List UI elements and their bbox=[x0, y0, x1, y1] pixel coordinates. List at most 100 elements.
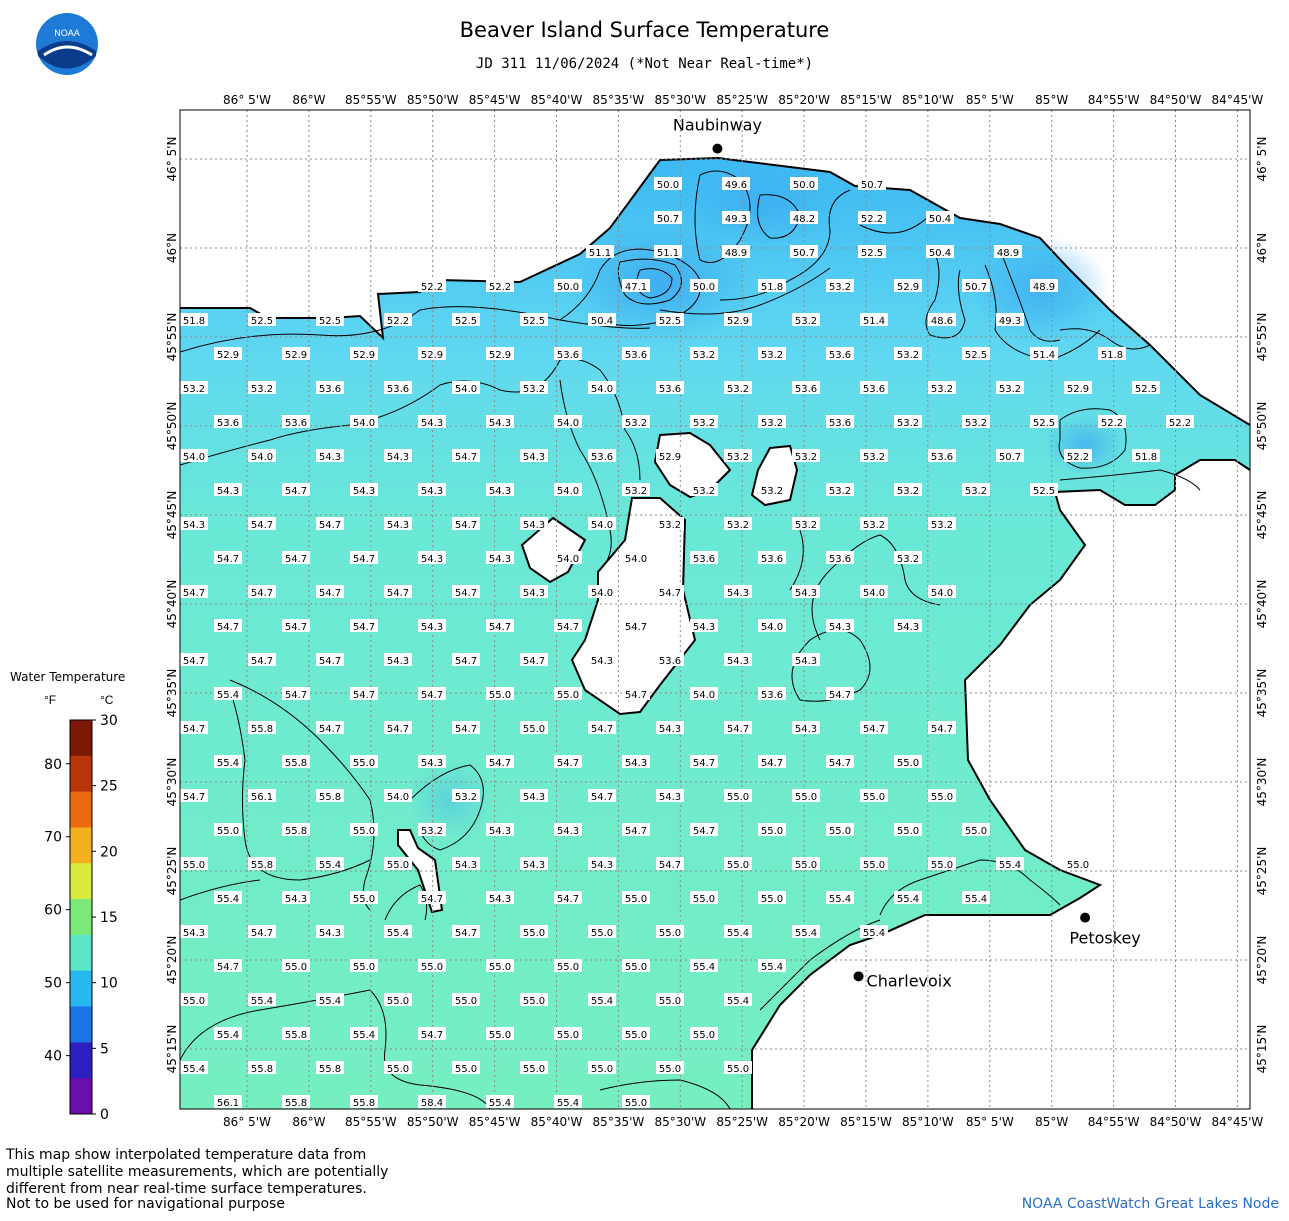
temp-label-bg bbox=[1132, 449, 1160, 462]
lat-tick-label-left: 45°45'N bbox=[165, 491, 179, 540]
temp-label: 54.7 bbox=[285, 622, 307, 633]
temp-label: 55.0 bbox=[523, 996, 545, 1007]
lon-tick-label-bottom: 85°10'W bbox=[902, 1115, 954, 1129]
temp-label: 55.4 bbox=[217, 1030, 239, 1041]
temp-label-bg bbox=[962, 823, 990, 836]
temp-label: 50.0 bbox=[793, 180, 815, 191]
lon-tick-label-bottom: 85°25'W bbox=[716, 1115, 768, 1129]
temp-label: 55.0 bbox=[625, 1098, 647, 1109]
colorbar-label-c: 30 bbox=[100, 713, 118, 729]
temp-label: 54.7 bbox=[217, 554, 239, 565]
temp-label: 54.0 bbox=[387, 792, 409, 803]
colorbar-label-c: 0 bbox=[100, 1107, 109, 1123]
temp-label: 54.3 bbox=[591, 860, 613, 871]
temp-label-bg bbox=[588, 381, 616, 394]
temp-label-bg bbox=[994, 245, 1022, 258]
temp-label-bg bbox=[894, 347, 922, 360]
temp-label: 53.2 bbox=[625, 486, 647, 497]
temp-label: 55.4 bbox=[727, 928, 749, 939]
temp-label: 51.8 bbox=[761, 282, 783, 293]
lat-tick-label-left: 46°N bbox=[165, 233, 179, 263]
temp-label: 49.3 bbox=[725, 214, 747, 225]
temp-label-bg bbox=[384, 381, 412, 394]
temp-label-bg bbox=[554, 347, 582, 360]
temp-label-bg bbox=[622, 959, 650, 972]
temp-label-bg bbox=[928, 721, 956, 734]
credit-link[interactable]: NOAA CoastWatch Great Lakes Node bbox=[1021, 1196, 1279, 1212]
temp-label-bg bbox=[758, 823, 786, 836]
temperature-labels: 50.0 49.6 50.0 50.7 50.7 49.3 48.2 52.2 50.4 51.1… bbox=[180, 177, 1194, 1109]
lon-tick-label-top: 85°W bbox=[1035, 93, 1068, 107]
temp-label-bg bbox=[486, 959, 514, 972]
temp-label-bg bbox=[792, 449, 820, 462]
colorbar-label-c: 25 bbox=[100, 779, 118, 795]
temp-label: 54.7 bbox=[353, 622, 375, 633]
temp-label-bg bbox=[418, 1095, 446, 1108]
temp-label: 53.2 bbox=[931, 520, 953, 531]
lon-tick-label-top: 85°10'W bbox=[902, 93, 954, 107]
colorbar-label-f: 70 bbox=[44, 830, 62, 846]
lat-tick-label-left: 45°55'N bbox=[165, 313, 179, 362]
temp-label: 55.4 bbox=[829, 894, 851, 905]
temp-label-bg bbox=[214, 483, 242, 496]
temp-label-bg bbox=[520, 721, 548, 734]
temp-label-bg bbox=[724, 857, 752, 870]
temp-label-bg bbox=[724, 1061, 752, 1074]
temp-label: 54.7 bbox=[319, 656, 341, 667]
lon-tick-label-bottom: 85°55'W bbox=[345, 1115, 397, 1129]
temp-label-bg bbox=[724, 449, 752, 462]
temp-label-bg bbox=[554, 755, 582, 768]
temp-label-bg bbox=[654, 177, 682, 190]
temp-label: 53.6 bbox=[217, 418, 239, 429]
temp-label: 54.7 bbox=[659, 588, 681, 599]
temp-label-bg bbox=[894, 551, 922, 564]
temp-label: 54.0 bbox=[591, 384, 613, 395]
temp-label: 55.0 bbox=[387, 860, 409, 871]
lon-tick-label-bottom: 85°45'W bbox=[469, 1115, 521, 1129]
temp-label-bg bbox=[384, 585, 412, 598]
temp-label: 55.0 bbox=[965, 826, 987, 837]
temp-label: 53.2 bbox=[829, 282, 851, 293]
temp-label-bg bbox=[826, 823, 854, 836]
temp-label-bg bbox=[894, 619, 922, 632]
lat-tick-label-left: 45°35'N bbox=[165, 669, 179, 718]
temp-label: 55.4 bbox=[217, 758, 239, 769]
temp-label: 53.6 bbox=[761, 690, 783, 701]
temp-label: 54.3 bbox=[489, 894, 511, 905]
temp-label-bg bbox=[656, 585, 684, 598]
temp-label-bg bbox=[180, 585, 208, 598]
temp-label: 54.0 bbox=[625, 554, 647, 565]
temp-label-bg bbox=[282, 755, 310, 768]
temp-label-bg bbox=[248, 585, 276, 598]
footer-note-line: different from near real-time surface te… bbox=[6, 1181, 367, 1197]
temp-label: 53.2 bbox=[625, 418, 647, 429]
temp-label-bg bbox=[654, 245, 682, 258]
temp-label: 54.7 bbox=[421, 1030, 443, 1041]
temp-label: 54.3 bbox=[795, 588, 817, 599]
temp-label-bg bbox=[690, 619, 718, 632]
temp-label: 54.3 bbox=[523, 520, 545, 531]
temp-label: 54.3 bbox=[659, 792, 681, 803]
temp-label-bg bbox=[214, 755, 242, 768]
temp-label: 54.7 bbox=[421, 894, 443, 905]
temp-label-bg bbox=[214, 415, 242, 428]
temp-label: 52.9 bbox=[421, 350, 443, 361]
temp-label: 53.2 bbox=[659, 520, 681, 531]
temp-label: 55.0 bbox=[353, 894, 375, 905]
temp-label-bg bbox=[1030, 483, 1058, 496]
temp-label-bg bbox=[384, 517, 412, 530]
lat-tick-label-right: 45°15'N bbox=[1255, 1025, 1269, 1074]
temp-label-bg bbox=[520, 857, 548, 870]
temp-label-bg bbox=[928, 585, 956, 598]
temp-label: 52.5 bbox=[659, 316, 681, 327]
temp-label: 54.3 bbox=[625, 758, 647, 769]
temp-label: 54.7 bbox=[285, 486, 307, 497]
temp-label: 53.6 bbox=[931, 452, 953, 463]
temp-label-bg bbox=[622, 347, 650, 360]
temp-label: 54.7 bbox=[693, 758, 715, 769]
colorbar-segment bbox=[70, 1006, 92, 1043]
temp-label-bg bbox=[520, 993, 548, 1006]
temp-label: 52.9 bbox=[217, 350, 239, 361]
temp-label: 55.0 bbox=[455, 996, 477, 1007]
lon-tick-label-bottom: 85°W bbox=[1035, 1115, 1068, 1129]
